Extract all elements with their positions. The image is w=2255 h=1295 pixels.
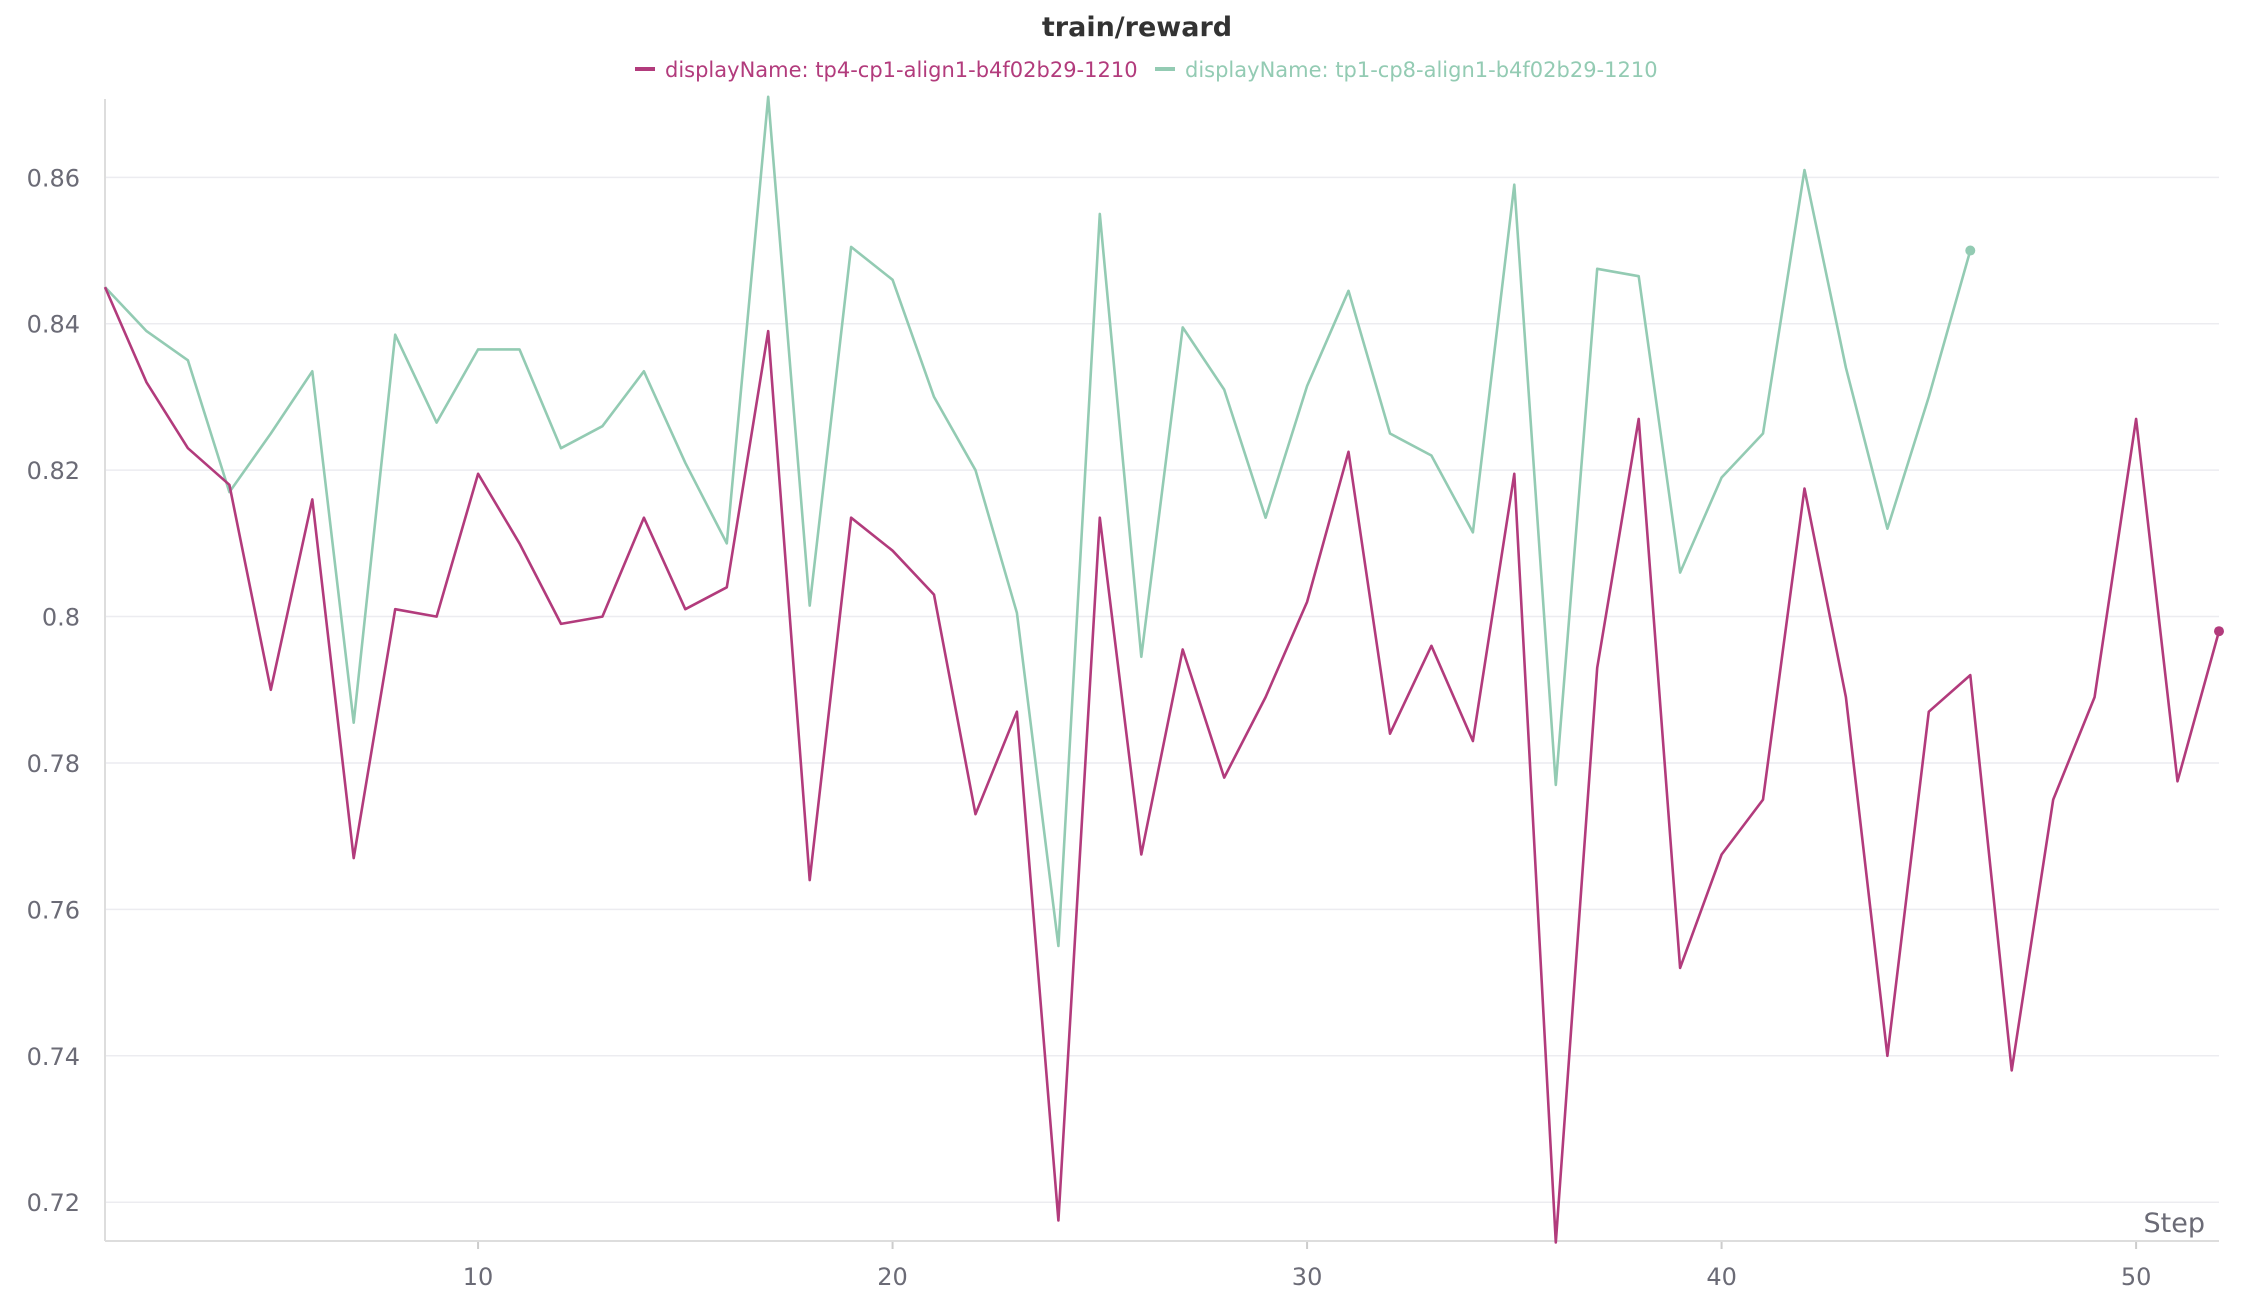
axes: 0.72 0.74 0.76 0.78 0.8 0.82 0.84 0.86 10 20 30 40 5… — [27, 99, 2219, 1291]
data-point — [1965, 245, 1976, 256]
series-layer — [103, 95, 2224, 1244]
legend-entry[interactable]: displayName: tp1-cp8-align1-b4f02b29-121… — [1185, 58, 1658, 82]
y-tick-label: 0.72 — [27, 1189, 80, 1217]
legend-entry[interactable]: displayName: tp4-cp1-align1-b4f02b29-121… — [665, 58, 1138, 82]
x-tick-label: 30 — [1292, 1263, 1323, 1291]
series-line-tp4-cp1 — [103, 286, 2221, 1244]
x-tick-label: 40 — [1706, 1263, 1737, 1291]
x-tick-label: 10 — [463, 1263, 494, 1291]
chart-title: train/reward — [1042, 12, 1232, 43]
data-point — [2214, 626, 2224, 637]
x-axis-label: Step — [2144, 1208, 2205, 1239]
x-tick-label: 50 — [2121, 1263, 2152, 1291]
legend: displayName: tp4-cp1-align1-b4f02b29-121… — [635, 58, 1658, 82]
x-tick-label: 20 — [877, 1263, 908, 1291]
y-tick-label: 0.82 — [27, 457, 80, 485]
grid — [105, 176, 2219, 1203]
y-tick-label: 0.84 — [27, 311, 80, 339]
y-tick-label: 0.78 — [27, 750, 80, 778]
y-tick-label: 0.8 — [42, 604, 80, 632]
y-tick-label: 0.86 — [27, 164, 80, 192]
series-line-tp1-cp8 — [104, 95, 1972, 948]
y-tick-label: 0.76 — [27, 896, 80, 924]
y-tick-label: 0.74 — [27, 1043, 80, 1071]
